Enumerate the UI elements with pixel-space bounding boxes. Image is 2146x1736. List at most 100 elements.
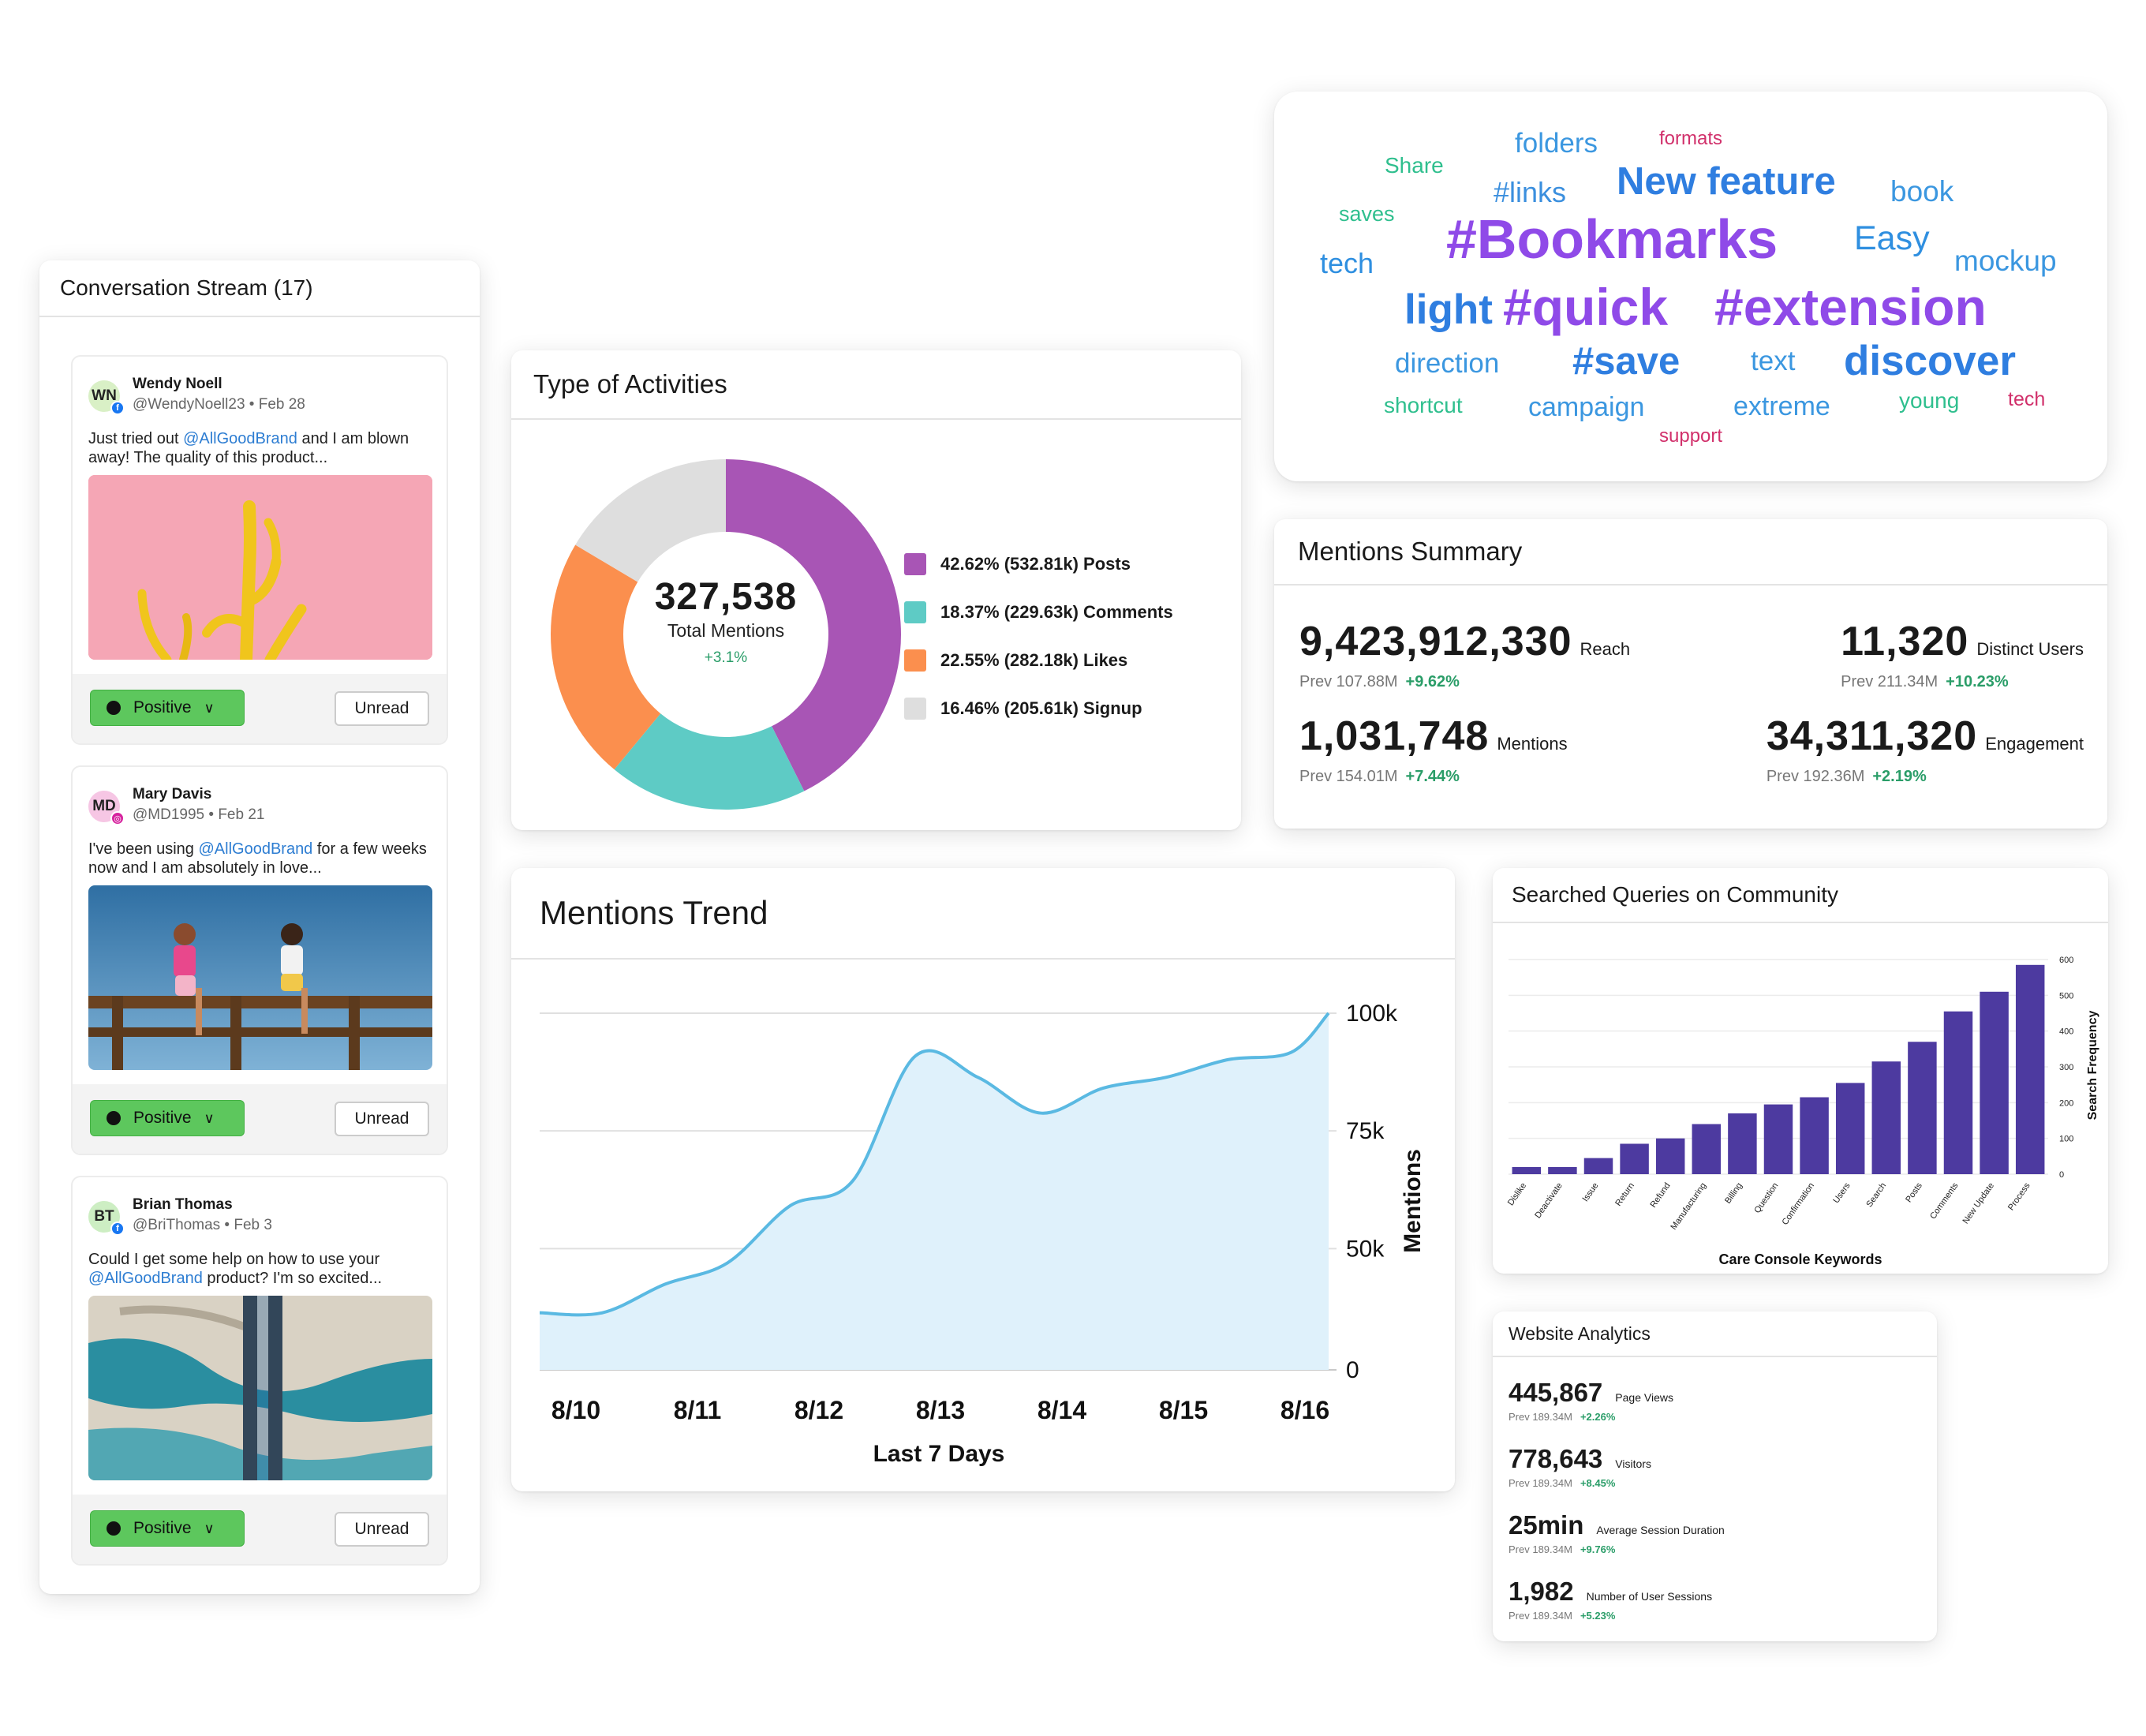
bar-users[interactable] [1835, 1083, 1865, 1174]
x-tick-label: 8/15 [1159, 1396, 1208, 1424]
legend-item-posts[interactable]: 42.62% (532.81k) Posts [904, 540, 1173, 588]
sentiment-dropdown[interactable]: Positive ∨ [90, 1510, 245, 1547]
bar-confirmation[interactable] [1800, 1097, 1829, 1174]
brand-mention-link[interactable]: @AllGoodBrand [88, 1270, 203, 1287]
conversation-post[interactable]: WN f Wendy Noell @WendyNoell23 • Feb 28 … [71, 355, 448, 745]
cactus-illustration [88, 475, 432, 660]
mentions-summary-title: Mentions Summary [1274, 519, 2107, 586]
post-footer: Positive ∨ Unread [73, 1495, 447, 1564]
y-tick-label: 200 [2059, 1098, 2073, 1108]
avatar: WN f [88, 380, 125, 415]
word-cloud-term[interactable]: #quick [1503, 278, 1669, 336]
river-aerial-illustration [88, 1296, 432, 1480]
bar-posts[interactable] [1908, 1042, 1937, 1174]
user-sessions-metric: 1,982 Number of User Sessions Prev 189.34… [1509, 1577, 1712, 1622]
word-cloud-term[interactable]: folders [1515, 128, 1598, 159]
sentiment-dropdown[interactable]: Positive ∨ [90, 690, 245, 726]
donut-slice-posts[interactable] [726, 459, 901, 791]
post-footer: Positive ∨ Unread [73, 1084, 447, 1154]
reach-metric: 9,423,912,330 Reach Prev 107.88M +9.62% [1299, 618, 1630, 691]
word-cloud-term[interactable]: mockup [1954, 245, 2057, 277]
word-cloud-term[interactable]: extreme [1733, 391, 1830, 421]
bar-process[interactable] [2015, 964, 2045, 1174]
unread-button[interactable]: Unread [335, 1102, 429, 1136]
legend-item-signup[interactable]: 16.46% (205.61k) Signup [904, 684, 1173, 732]
metric-delta: +2.19% [1872, 768, 1927, 785]
word-cloud-term[interactable]: campaign [1528, 392, 1645, 422]
total-mentions-value: 327,538 [654, 576, 798, 618]
post-author-name[interactable]: Mary Davis [133, 786, 212, 803]
bar-refund[interactable] [1655, 1138, 1685, 1174]
metric-prev: Prev 189.34M [1509, 1610, 1572, 1622]
bar-manufacturing[interactable] [1692, 1124, 1722, 1174]
bar-deactivate[interactable] [1548, 1166, 1577, 1174]
donut-slice-comments[interactable] [614, 713, 805, 810]
metric-prev: Prev 154.01M [1299, 768, 1398, 785]
word-cloud-term[interactable]: book [1890, 175, 1954, 208]
trend-line[interactable] [539, 1012, 1330, 1317]
word-cloud-term[interactable]: Easy [1854, 219, 1930, 257]
post-author-name[interactable]: Wendy Noell [133, 376, 222, 392]
word-cloud-term[interactable]: direction [1395, 348, 1500, 379]
legend-item-comments[interactable]: 18.37% (229.63k) Comments [904, 588, 1173, 636]
y-tick-label: 500 [2059, 991, 2073, 1001]
bar-billing[interactable] [1728, 1113, 1757, 1174]
word-cloud-term[interactable]: young [1899, 388, 1960, 413]
bar-search[interactable] [1871, 1061, 1901, 1174]
unread-button[interactable]: Unread [335, 1512, 429, 1547]
engagement-metric: 34,311,320 Engagement Prev 192.36M +2.19% [1767, 713, 2084, 786]
post-image[interactable] [88, 885, 432, 1070]
metric-unit: Page Views [1615, 1391, 1673, 1404]
bar-issue[interactable] [1583, 1158, 1613, 1174]
brand-mention-link[interactable]: @AllGoodBrand [198, 840, 313, 858]
word-cloud-term[interactable]: tech [1320, 247, 1374, 279]
sentiment-dropdown[interactable]: Positive ∨ [90, 1100, 245, 1136]
mentions-metric: 1,031,748 Mentions Prev 154.01M +7.44% [1299, 713, 1568, 786]
donut-slice-likes[interactable] [551, 544, 661, 770]
searched-queries-panel: Searched Queries on Community 0 100 200 300… [1493, 868, 2108, 1274]
word-cloud-term[interactable]: #extension [1714, 278, 1987, 336]
post-author-meta: @BriThomas • Feb 3 [133, 1217, 272, 1233]
unread-button[interactable]: Unread [335, 691, 429, 726]
word-cloud-term[interactable]: saves [1339, 202, 1395, 226]
post-image[interactable] [88, 1296, 432, 1480]
word-cloud-term[interactable]: shortcut [1384, 393, 1463, 417]
donut-slice-signup[interactable] [575, 459, 726, 582]
x-tick-label: Confirmation [1780, 1181, 1816, 1227]
word-cloud-term[interactable]: light [1404, 286, 1493, 333]
word-cloud-term[interactable]: text [1751, 346, 1796, 376]
conversation-post[interactable]: BT f Brian Thomas @BriThomas • Feb 3 Cou… [71, 1176, 448, 1566]
total-mentions-label: Total Mentions [667, 620, 785, 641]
x-tick-label: Posts [1904, 1180, 1924, 1204]
y-axis-title: Search Frequency [2086, 1011, 2099, 1121]
word-cloud-term[interactable]: discover [1844, 338, 2017, 384]
word-cloud-term[interactable]: New feature [1617, 160, 1836, 203]
bar-question[interactable] [1763, 1104, 1793, 1174]
bar-new-update[interactable] [1980, 991, 2009, 1174]
metric-unit: Average Session Duration [1596, 1524, 1725, 1536]
word-cloud-term[interactable]: Share [1385, 153, 1444, 178]
metric-delta: +9.76% [1580, 1543, 1616, 1555]
post-text: I've been using @AllGoodBrand for a few … [88, 840, 436, 877]
post-author-name[interactable]: Brian Thomas [133, 1196, 233, 1213]
bar-comments[interactable] [1943, 1011, 1973, 1174]
word-cloud-term[interactable]: tech [2008, 388, 2046, 410]
word-cloud-term[interactable]: #Bookmarks [1446, 208, 1778, 270]
word-cloud-term[interactable]: #links [1494, 176, 1567, 208]
metric-prev: Prev 189.34M [1509, 1411, 1572, 1423]
word-cloud-term[interactable]: formats [1659, 128, 1723, 149]
bar-return[interactable] [1620, 1143, 1649, 1174]
y-tick-label: 600 [2059, 956, 2073, 965]
brand-mention-link[interactable]: @AllGoodBrand [183, 430, 297, 447]
bar-dislike[interactable] [1512, 1166, 1542, 1174]
metric-prev: Prev 192.36M [1766, 768, 1865, 785]
legend-item-likes[interactable]: 22.55% (282.18k) Likes [904, 636, 1173, 684]
word-cloud-term[interactable]: support [1659, 425, 1723, 447]
x-tick-label: Issue [1581, 1181, 1601, 1203]
conversation-post[interactable]: MD ◎ Mary Davis @MD1995 • Feb 21 I've be… [71, 765, 448, 1155]
post-text-part: for a few weeks now and I am absolutely … [88, 840, 427, 877]
word-cloud-term[interactable]: #save [1572, 340, 1681, 383]
x-tick-label: Question [1752, 1181, 1780, 1215]
x-axis-title: Last 7 Days [873, 1441, 1005, 1467]
post-image[interactable] [88, 475, 432, 660]
